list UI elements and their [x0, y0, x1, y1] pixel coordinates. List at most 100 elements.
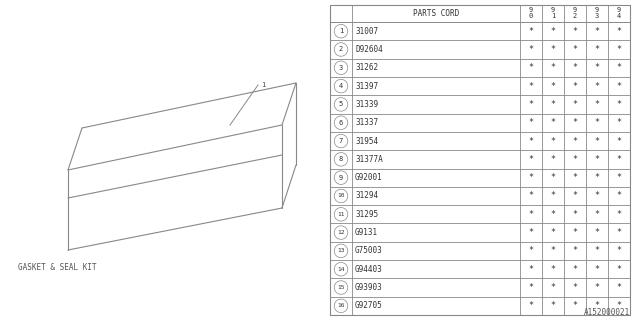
- Text: 12: 12: [337, 230, 345, 235]
- Text: *: *: [573, 265, 577, 274]
- Text: 10: 10: [337, 194, 345, 198]
- Text: G9131: G9131: [355, 228, 378, 237]
- Text: *: *: [616, 45, 621, 54]
- Text: *: *: [529, 301, 534, 310]
- Text: *: *: [595, 210, 600, 219]
- Text: G92705: G92705: [355, 301, 383, 310]
- Text: 11: 11: [337, 212, 345, 217]
- Text: 4: 4: [339, 83, 343, 89]
- Text: *: *: [616, 155, 621, 164]
- Text: *: *: [595, 191, 600, 200]
- Text: *: *: [573, 283, 577, 292]
- Text: *: *: [529, 210, 534, 219]
- Text: *: *: [573, 63, 577, 72]
- Text: *: *: [573, 27, 577, 36]
- Bar: [330, 5, 630, 315]
- Text: 31295: 31295: [355, 210, 378, 219]
- Text: 16: 16: [337, 303, 345, 308]
- Text: *: *: [595, 82, 600, 91]
- Text: *: *: [550, 100, 556, 109]
- Text: *: *: [616, 27, 621, 36]
- Text: *: *: [529, 173, 534, 182]
- Text: *: *: [529, 265, 534, 274]
- Text: 31377A: 31377A: [355, 155, 383, 164]
- Text: *: *: [529, 228, 534, 237]
- Text: A152000021: A152000021: [584, 308, 630, 317]
- Text: 31339: 31339: [355, 100, 378, 109]
- Text: *: *: [573, 301, 577, 310]
- Text: G92001: G92001: [355, 173, 383, 182]
- Text: 31262: 31262: [355, 63, 378, 72]
- Text: *: *: [616, 191, 621, 200]
- Text: 9
2: 9 2: [573, 7, 577, 20]
- Text: 14: 14: [337, 267, 345, 272]
- Text: 9
1: 9 1: [551, 7, 555, 20]
- Text: 31007: 31007: [355, 27, 378, 36]
- Text: *: *: [550, 191, 556, 200]
- Text: 9
3: 9 3: [595, 7, 599, 20]
- Text: *: *: [529, 45, 534, 54]
- Text: *: *: [573, 155, 577, 164]
- Text: *: *: [529, 191, 534, 200]
- Text: *: *: [529, 63, 534, 72]
- Text: *: *: [616, 118, 621, 127]
- Text: 13: 13: [337, 248, 345, 253]
- Text: *: *: [550, 228, 556, 237]
- Text: *: *: [595, 155, 600, 164]
- Text: *: *: [550, 210, 556, 219]
- Text: *: *: [595, 173, 600, 182]
- Text: *: *: [616, 82, 621, 91]
- Text: *: *: [550, 63, 556, 72]
- Text: *: *: [595, 246, 600, 255]
- Text: 7: 7: [339, 138, 343, 144]
- Text: 9
0: 9 0: [529, 7, 533, 20]
- Text: 2: 2: [339, 46, 343, 52]
- Text: 31397: 31397: [355, 82, 378, 91]
- Text: *: *: [550, 82, 556, 91]
- Text: 31294: 31294: [355, 191, 378, 200]
- Text: *: *: [550, 173, 556, 182]
- Text: 9: 9: [339, 175, 343, 181]
- Text: *: *: [616, 137, 621, 146]
- Text: 15: 15: [337, 285, 345, 290]
- Text: 1: 1: [261, 82, 265, 88]
- Text: G93903: G93903: [355, 283, 383, 292]
- Text: *: *: [616, 63, 621, 72]
- Text: *: *: [595, 265, 600, 274]
- Text: *: *: [529, 118, 534, 127]
- Text: *: *: [595, 137, 600, 146]
- Text: *: *: [550, 283, 556, 292]
- Text: *: *: [529, 155, 534, 164]
- Text: *: *: [550, 118, 556, 127]
- Text: *: *: [529, 27, 534, 36]
- Text: 3: 3: [339, 65, 343, 71]
- Text: 31337: 31337: [355, 118, 378, 127]
- Text: *: *: [616, 265, 621, 274]
- Text: *: *: [550, 246, 556, 255]
- Text: G94403: G94403: [355, 265, 383, 274]
- Text: *: *: [550, 27, 556, 36]
- Text: *: *: [573, 210, 577, 219]
- Text: GASKET & SEAL KIT: GASKET & SEAL KIT: [18, 263, 97, 273]
- Text: *: *: [595, 63, 600, 72]
- Text: *: *: [529, 246, 534, 255]
- Text: *: *: [529, 283, 534, 292]
- Text: *: *: [550, 265, 556, 274]
- Text: *: *: [616, 246, 621, 255]
- Text: 1: 1: [339, 28, 343, 34]
- Text: *: *: [573, 100, 577, 109]
- Text: *: *: [573, 137, 577, 146]
- Text: *: *: [595, 100, 600, 109]
- Text: *: *: [573, 82, 577, 91]
- Text: 9
4: 9 4: [617, 7, 621, 20]
- Text: *: *: [529, 137, 534, 146]
- Text: *: *: [616, 228, 621, 237]
- Text: D92604: D92604: [355, 45, 383, 54]
- Text: *: *: [550, 137, 556, 146]
- Text: *: *: [550, 301, 556, 310]
- Text: PARTS CORD: PARTS CORD: [413, 9, 459, 18]
- Text: *: *: [616, 283, 621, 292]
- Text: *: *: [595, 45, 600, 54]
- Text: 5: 5: [339, 101, 343, 108]
- Text: *: *: [616, 210, 621, 219]
